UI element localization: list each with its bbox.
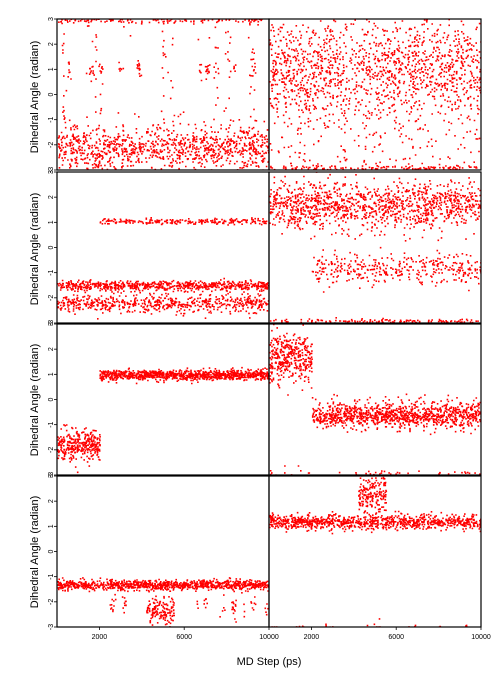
y-tick-label: -1 <box>48 269 55 275</box>
y-tick-label: 3 <box>48 322 55 326</box>
y-tick-label: -1 <box>48 421 55 427</box>
y-tick-label: -1 <box>48 116 55 122</box>
y-axis-label-row-1: Dihedral Angle (radian) <box>29 41 41 154</box>
y-tick-label: 3 <box>48 170 55 174</box>
x-tick-label: 6000 <box>176 634 192 641</box>
y-tick-label: 1 <box>48 372 55 376</box>
x-axis-label: MD Step (ps) <box>237 656 302 668</box>
panel-frame <box>268 475 482 628</box>
y-tick-label: 2 <box>48 347 55 351</box>
y-tick-label: 3 <box>48 17 55 21</box>
scatter-series-r2-c2 <box>269 172 481 323</box>
scatter-series-r3-c1 <box>57 366 269 474</box>
scatter-series-r4-c1 <box>57 577 269 627</box>
panel-r4-c2: 2000 6000 10000 <box>268 475 491 641</box>
y-tick-label: 0 <box>48 245 55 249</box>
scatter-series-r1-c2 <box>269 19 481 170</box>
y-tick-label: 1 <box>48 67 55 71</box>
y-axis-label-row-2: Dihedral Angle (radian) <box>29 193 41 306</box>
panel-r4-c1: -3 -2 -1 0 1 2 3 2000 6000 10000 <box>48 474 279 641</box>
y-tick-label: -2 <box>48 142 55 148</box>
y-tick-label: -3 <box>48 624 55 630</box>
y-tick-label: 0 <box>48 92 55 96</box>
scatter-series-r4-c2 <box>269 476 481 627</box>
y-tick-label: -1 <box>48 573 55 579</box>
y-tick-label: 2 <box>48 499 55 503</box>
x-tick-label: 2000 <box>92 634 108 641</box>
y-tick-label: 0 <box>48 549 55 553</box>
y-tick-label: 1 <box>48 220 55 224</box>
y-axis-label-row-4: Dihedral Angle (radian) <box>29 496 41 609</box>
scatter-series-r2-c1 <box>57 217 269 320</box>
y-tick-label: -2 <box>48 447 55 453</box>
panel-r1-c2 <box>268 18 482 171</box>
y-tick-label: 1 <box>48 524 55 528</box>
y-tick-label: 3 <box>48 474 55 478</box>
x-tick-label: 2000 <box>304 634 320 641</box>
y-tick-label: 2 <box>48 42 55 46</box>
y-axis-label-row-3: Dihedral Angle (radian) <box>29 344 41 457</box>
y-tick-label: -3 <box>48 320 55 326</box>
panel-frame <box>56 323 270 476</box>
y-tick-label: -2 <box>48 599 55 605</box>
panel-frame <box>268 323 482 476</box>
x-tick-label: 10000 <box>471 634 491 641</box>
y-tick-label: 2 <box>48 195 55 199</box>
panel-frame <box>268 171 482 324</box>
panel-frame <box>56 475 270 628</box>
panel-frame <box>268 18 482 171</box>
panel-r1-c1: -3 -2 -1 0 1 2 3 <box>48 17 270 173</box>
panel-r3-c1: -3 -2 -1 0 1 2 3 <box>48 322 270 478</box>
scatter-series-r1-c1 <box>57 19 269 170</box>
panel-r2-c2 <box>268 171 482 324</box>
y-tick-label: -2 <box>48 295 55 301</box>
panel-grid: -3-2-10123-3-2-10123-3-2-10123-3-2-10123… <box>48 17 491 641</box>
y-tick-label: 0 <box>48 397 55 401</box>
panel-r2-c1: -3 -2 -1 0 1 2 3 <box>48 170 270 326</box>
y-tick-label: -3 <box>48 167 55 173</box>
x-tick-label: 6000 <box>388 634 404 641</box>
panel-r3-c2 <box>268 323 482 476</box>
scatter-series-r3-c2 <box>269 324 481 475</box>
x-tick-label: 10000 <box>259 634 279 641</box>
y-tick-label: -3 <box>48 472 55 478</box>
